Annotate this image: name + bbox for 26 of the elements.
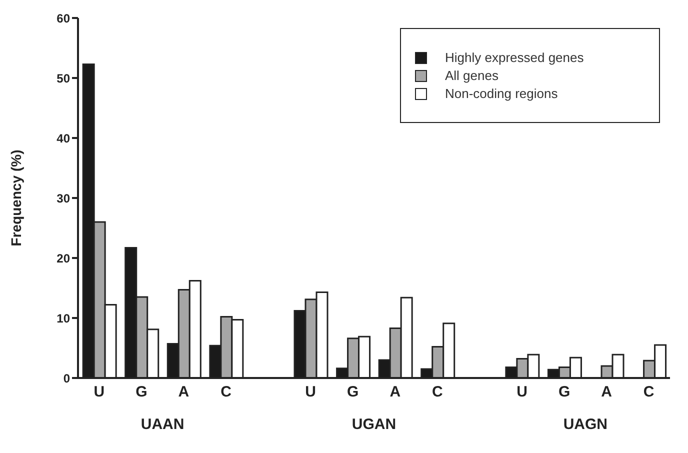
y-tick-label: 10: [56, 311, 70, 326]
x-tick-label: A: [601, 384, 612, 401]
x-tick-label: A: [390, 384, 401, 401]
y-tick-label: 0: [63, 371, 70, 386]
x-tick-label: C: [432, 384, 444, 401]
text: UGAN: [350, 416, 398, 433]
x-tick-label: C: [643, 384, 654, 401]
x-tick-label: G: [347, 384, 359, 401]
y-tick-label: 60: [56, 11, 70, 26]
text: UAAN: [140, 416, 186, 433]
y-tick-label: 50: [56, 71, 70, 86]
text: UAGN: [562, 416, 608, 433]
x-tick-label: A: [178, 384, 190, 401]
x-tick-label: C: [220, 384, 232, 401]
y-axis-title: Frequency (%): [8, 150, 24, 246]
legend-label: Non-coding regions: [445, 86, 558, 101]
x-tick-label: G: [558, 384, 570, 401]
y-tick-label: 20: [56, 251, 70, 266]
legend-label: All genes: [445, 68, 498, 83]
y-tick-label: 30: [56, 191, 70, 206]
x-tick-label: U: [305, 384, 316, 401]
x-tick-label: G: [136, 384, 148, 401]
x-tick-label: U: [516, 384, 528, 401]
legend-label: Highly expressed genes: [445, 50, 584, 65]
x-tick-label: U: [94, 384, 105, 401]
y-tick-label: 40: [56, 131, 70, 146]
